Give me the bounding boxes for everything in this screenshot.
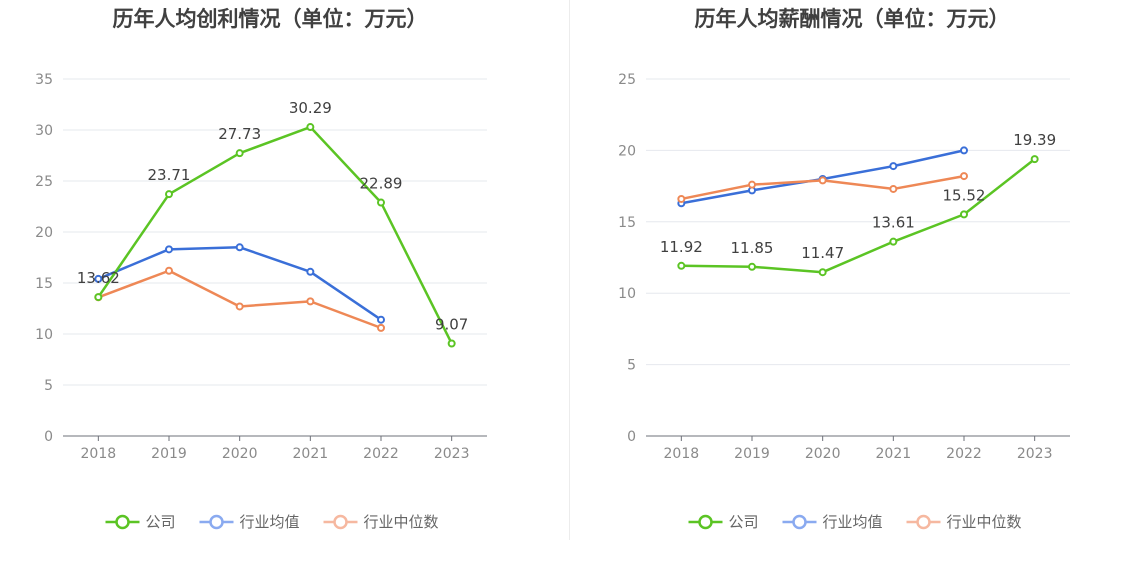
salary-per-capita-chart-panel: 历年人均薪酬情况（单位：万元） 0 5 10 15 20 25 2018 2019 2020 202…	[567, 0, 1134, 582]
data-point-industry-avg[interactable]	[889, 162, 898, 171]
profit-chart-group: 历年人均创利情况（单位：万元） 0 5 10 15 20 25 30 35 2018 2019 202…	[35, 7, 487, 531]
data-point-industry-avg[interactable]	[306, 267, 315, 276]
x-tick-label: 2020	[805, 446, 841, 462]
x-tick-label: 2021	[293, 446, 329, 462]
data-point-industry-median[interactable]	[677, 194, 686, 203]
data-label: 13.62	[77, 269, 120, 287]
y-tick-label: 5	[627, 358, 636, 374]
legend-label: 行业均值	[240, 513, 300, 531]
data-point-company[interactable]	[165, 190, 173, 199]
x-tick-label: 2022	[363, 446, 399, 462]
data-point-industry-avg[interactable]	[377, 315, 385, 324]
y-tick-label: 5	[44, 378, 53, 394]
y-tick-label: 20	[618, 143, 636, 159]
legend-item-industry-median[interactable]: 行业中位数	[906, 513, 1022, 531]
profit-per-capita-chart-panel: 历年人均创利情况（单位：万元） 0 5 10 15 20 25 30 35 2018 2019 202…	[35, 7, 487, 531]
panel-divider	[569, 0, 570, 540]
chart-title: 历年人均创利情况（单位：万元）	[113, 7, 428, 31]
data-label: 11.47	[801, 244, 844, 262]
data-point-company[interactable]	[818, 268, 827, 277]
y-tick-label: 30	[35, 123, 53, 139]
y-tick-label: 15	[35, 276, 53, 292]
data-point-industry-median[interactable]	[748, 180, 756, 189]
x-tick-label: 2022	[946, 446, 982, 462]
y-tick-label: 25	[35, 174, 53, 190]
legend-marker-icon	[792, 514, 807, 530]
legend-item-industry-avg[interactable]: 行业均值	[782, 513, 883, 531]
legend-item-industry-avg[interactable]: 行业均值	[199, 513, 300, 531]
y-tick-label: 0	[627, 429, 636, 445]
data-point-company[interactable]	[235, 149, 244, 158]
salary-chart-group: 历年人均薪酬情况（单位：万元） 0 5 10 15 20 25 2018 2019 2020 202…	[618, 7, 1070, 531]
data-point-industry-median[interactable]	[165, 266, 173, 275]
profit-per-capita-chart: 历年人均创利情况（单位：万元） 0 5 10 15 20 25 30 35 2018 2019 202…	[35, 7, 487, 531]
legend-label: 行业均值	[823, 513, 883, 531]
salary-per-capita-chart: 历年人均薪酬情况（单位：万元） 0 5 10 15 20 25 2018 2019 2020 202…	[618, 7, 1070, 531]
legend-label: 公司	[146, 513, 176, 531]
y-tick-label: 10	[35, 327, 53, 343]
data-point-industry-median[interactable]	[818, 176, 827, 185]
data-point-industry-median[interactable]	[960, 172, 968, 181]
data-point-company[interactable]	[960, 210, 968, 219]
data-point-company[interactable]	[748, 262, 756, 271]
data-point-company[interactable]	[306, 123, 315, 132]
x-tick-label: 2020	[222, 446, 258, 462]
y-tick-label: 25	[618, 72, 636, 88]
data-point-industry-median[interactable]	[889, 184, 898, 193]
data-label: 15.52	[943, 186, 986, 204]
data-point-industry-median[interactable]	[306, 297, 315, 306]
data-point-industry-avg[interactable]	[165, 245, 173, 254]
legend-item-industry-median[interactable]: 行业中位数	[323, 513, 439, 531]
legend-item-company[interactable]: 公司	[105, 513, 176, 531]
data-point-company[interactable]	[889, 237, 898, 246]
legend-label: 公司	[729, 513, 759, 531]
y-tick-label: 10	[618, 286, 636, 302]
y-tick-label: 15	[618, 215, 636, 231]
series-line-industry-median	[97, 269, 382, 330]
x-tick-label: 2018	[664, 446, 700, 462]
data-point-industry-median[interactable]	[235, 302, 244, 311]
series-line-company	[97, 125, 453, 345]
data-point-company[interactable]	[1030, 155, 1039, 164]
data-point-company[interactable]	[677, 261, 686, 270]
data-label: 9.07	[435, 315, 468, 333]
legend-marker-icon	[916, 514, 931, 530]
legend-label: 行业中位数	[947, 513, 1022, 531]
legend-label: 行业中位数	[364, 513, 439, 531]
data-label: 11.92	[660, 238, 703, 256]
data-label: 23.71	[148, 166, 191, 184]
data-point-industry-avg[interactable]	[94, 274, 103, 283]
y-tick-label: 0	[44, 429, 53, 445]
chart-title: 历年人均薪酬情况（单位：万元）	[695, 7, 1010, 31]
legend-marker-icon	[333, 514, 348, 530]
data-label: 27.73	[218, 125, 261, 143]
legend-item-company[interactable]: 公司	[688, 513, 759, 531]
data-label: 22.89	[360, 175, 403, 193]
legend-marker-icon	[115, 514, 130, 530]
x-tick-label: 2018	[81, 446, 117, 462]
legend-marker-icon	[698, 514, 713, 530]
y-tick-label: 35	[35, 72, 53, 88]
series-line-company	[681, 158, 1036, 274]
x-tick-label: 2021	[876, 446, 912, 462]
y-tick-label: 20	[35, 225, 53, 241]
data-label: 11.85	[731, 239, 774, 257]
data-label: 30.29	[289, 99, 332, 117]
data-point-industry-avg[interactable]	[960, 146, 968, 155]
data-label: 19.39	[1013, 131, 1056, 149]
data-label: 13.61	[872, 214, 915, 232]
x-tick-label: 2023	[1017, 446, 1053, 462]
data-point-company[interactable]	[447, 339, 456, 348]
data-point-industry-median[interactable]	[377, 323, 385, 332]
legend-marker-icon	[209, 514, 224, 530]
data-point-company[interactable]	[377, 198, 385, 207]
data-point-company[interactable]	[94, 293, 103, 302]
x-tick-label: 2019	[734, 446, 770, 462]
data-point-industry-avg[interactable]	[235, 243, 244, 252]
x-tick-label: 2019	[151, 446, 187, 462]
x-tick-label: 2023	[434, 446, 470, 462]
